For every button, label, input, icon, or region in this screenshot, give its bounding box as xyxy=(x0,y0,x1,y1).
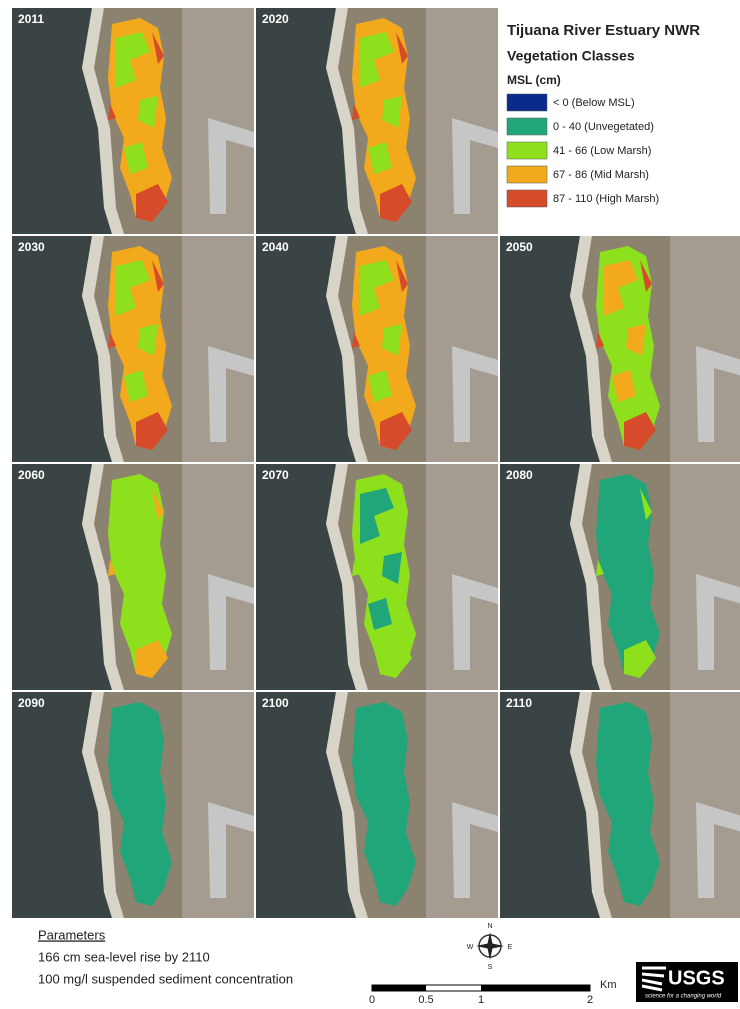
legend-swatch xyxy=(507,190,547,207)
legend-swatch xyxy=(507,118,547,135)
logo-name: USGS xyxy=(668,967,725,989)
map-panel: 2100 xyxy=(256,692,498,918)
legend-label: 0 - 40 (Unvegetated) xyxy=(553,121,654,133)
panel-year: 2090 xyxy=(18,696,45,710)
legend-label: 87 - 110 (High Marsh) xyxy=(553,193,659,205)
scale-segment xyxy=(481,985,590,991)
panel-year: 2060 xyxy=(18,468,45,482)
scale-segment xyxy=(372,985,426,991)
legend-label: < 0 (Below MSL) xyxy=(553,97,635,109)
scale-unit: Km xyxy=(600,979,617,991)
panel-year: 2011 xyxy=(18,12,44,26)
map-panel: 2030 xyxy=(12,236,254,462)
panel-year: 2050 xyxy=(506,240,533,254)
compass-w: W xyxy=(467,944,474,951)
map-panel: 2011 xyxy=(12,8,254,234)
map-panel: 2090 xyxy=(12,692,254,918)
usgs-logo: USGS science for a changing world xyxy=(636,962,738,1002)
parameters-title: Parameters xyxy=(38,927,106,942)
scale-tick-label: 0.5 xyxy=(418,994,433,1006)
compass-s: S xyxy=(488,964,493,971)
legend-swatch xyxy=(507,166,547,183)
panel-year: 2020 xyxy=(262,12,289,26)
panel-year: 2100 xyxy=(262,696,289,710)
compass-n: N xyxy=(487,923,492,930)
legend-subtitle: Vegetation Classes xyxy=(507,48,635,64)
map-panel: 2040 xyxy=(256,236,498,462)
logo-tagline: science for a changing world xyxy=(645,994,722,1000)
map-panel: 2060 xyxy=(12,464,254,690)
parameter-line: 166 cm sea-level rise by 2110 xyxy=(38,949,210,964)
legend-title: Tijuana River Estuary NWR xyxy=(507,22,700,39)
legend-unit: MSL (cm) xyxy=(507,73,561,87)
map-panel: 2070 xyxy=(256,464,498,690)
map-panel: 2080 xyxy=(500,464,740,690)
panel-year: 2070 xyxy=(262,468,289,482)
map-panel: 2110 xyxy=(500,692,740,918)
panel-year: 2110 xyxy=(506,696,532,710)
legend-swatch xyxy=(507,94,547,111)
figure: 2011202020302040205020602070208020902100… xyxy=(0,0,740,1009)
map-panel: 2020 xyxy=(256,8,498,234)
scale-tick-label: 1 xyxy=(478,994,484,1006)
legend-label: 67 - 86 (Mid Marsh) xyxy=(553,169,649,181)
panel-year: 2030 xyxy=(18,240,45,254)
legend-label: 41 - 66 (Low Marsh) xyxy=(553,145,651,157)
legend: Tijuana River Estuary NWR Vegetation Cla… xyxy=(500,8,740,234)
scale-tick-label: 2 xyxy=(587,994,593,1006)
parameter-line: 100 mg/l suspended sediment concentratio… xyxy=(38,971,293,986)
legend-swatch xyxy=(507,142,547,159)
panel-year: 2080 xyxy=(506,468,533,482)
scale-tick-label: 0 xyxy=(369,994,375,1006)
map-panel: 2050 xyxy=(500,236,740,462)
compass-e: E xyxy=(508,944,513,951)
panel-year: 2040 xyxy=(262,240,289,254)
